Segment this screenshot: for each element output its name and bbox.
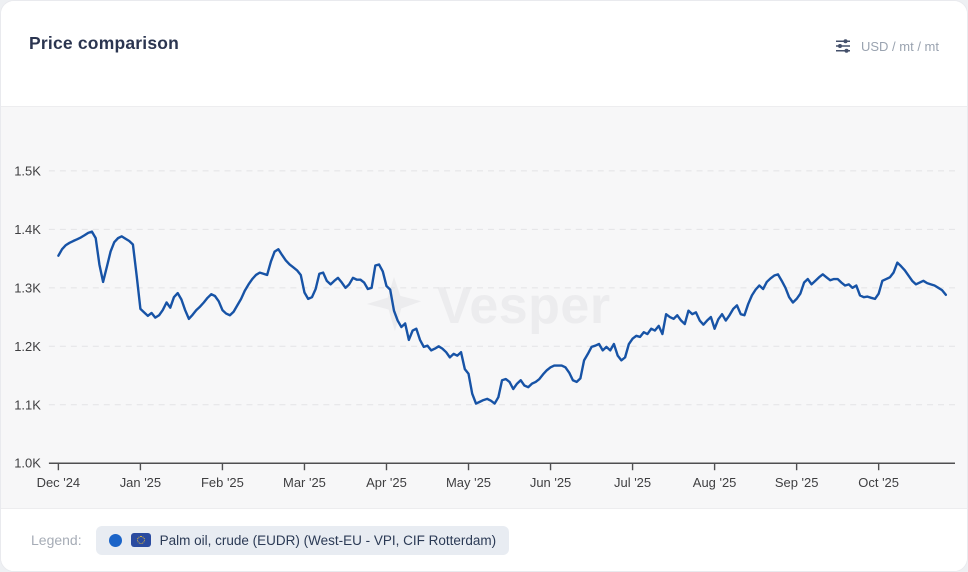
svg-text:1.1K: 1.1K bbox=[14, 397, 41, 412]
unit-selector-label: USD / mt / mt bbox=[861, 38, 939, 54]
svg-text:Jul '25: Jul '25 bbox=[614, 475, 651, 490]
legend-series-dot bbox=[108, 533, 122, 547]
chart-area: Vesper 1.0K 1.1K 1.2K 1.3K 1.4K 1.5K Dec '24 Ja… bbox=[1, 107, 967, 510]
svg-text:May '25: May '25 bbox=[446, 475, 491, 490]
svg-text:1.5K: 1.5K bbox=[14, 163, 41, 178]
price-chart-svg[interactable]: 1.0K 1.1K 1.2K 1.3K 1.4K 1.5K Dec '24 Jan '25 Fe… bbox=[1, 107, 967, 509]
page-title: Price comparison bbox=[29, 33, 180, 53]
legend-label: Legend: bbox=[31, 532, 82, 548]
svg-text:Apr '25: Apr '25 bbox=[366, 475, 407, 490]
svg-text:1.2K: 1.2K bbox=[14, 339, 41, 354]
card-header: Price comparison USD / mt / mt bbox=[1, 1, 967, 107]
svg-text:Sep '25: Sep '25 bbox=[775, 475, 819, 490]
legend-series-name: Palm oil, crude (EUDR) (West-EU - VPI, C… bbox=[159, 532, 497, 548]
svg-text:Mar '25: Mar '25 bbox=[283, 475, 326, 490]
svg-text:Jun '25: Jun '25 bbox=[530, 475, 571, 490]
svg-text:Oct '25: Oct '25 bbox=[858, 475, 899, 490]
svg-text:Aug '25: Aug '25 bbox=[693, 475, 737, 490]
sliders-icon bbox=[834, 37, 852, 55]
svg-text:Feb '25: Feb '25 bbox=[201, 475, 244, 490]
svg-text:Dec '24: Dec '24 bbox=[37, 475, 81, 490]
svg-text:1.4K: 1.4K bbox=[14, 222, 41, 237]
eu-flag-icon bbox=[130, 533, 151, 547]
svg-text:Jan '25: Jan '25 bbox=[120, 475, 161, 490]
svg-text:1.0K: 1.0K bbox=[14, 456, 41, 471]
legend-series-pill[interactable]: Palm oil, crude (EUDR) (West-EU - VPI, C… bbox=[95, 525, 510, 555]
svg-text:1.3K: 1.3K bbox=[14, 280, 41, 295]
unit-selector-button[interactable]: USD / mt / mt bbox=[834, 35, 939, 57]
legend-bar: Legend: Palm oil, crude (EUDR) (West-EU … bbox=[1, 508, 967, 571]
